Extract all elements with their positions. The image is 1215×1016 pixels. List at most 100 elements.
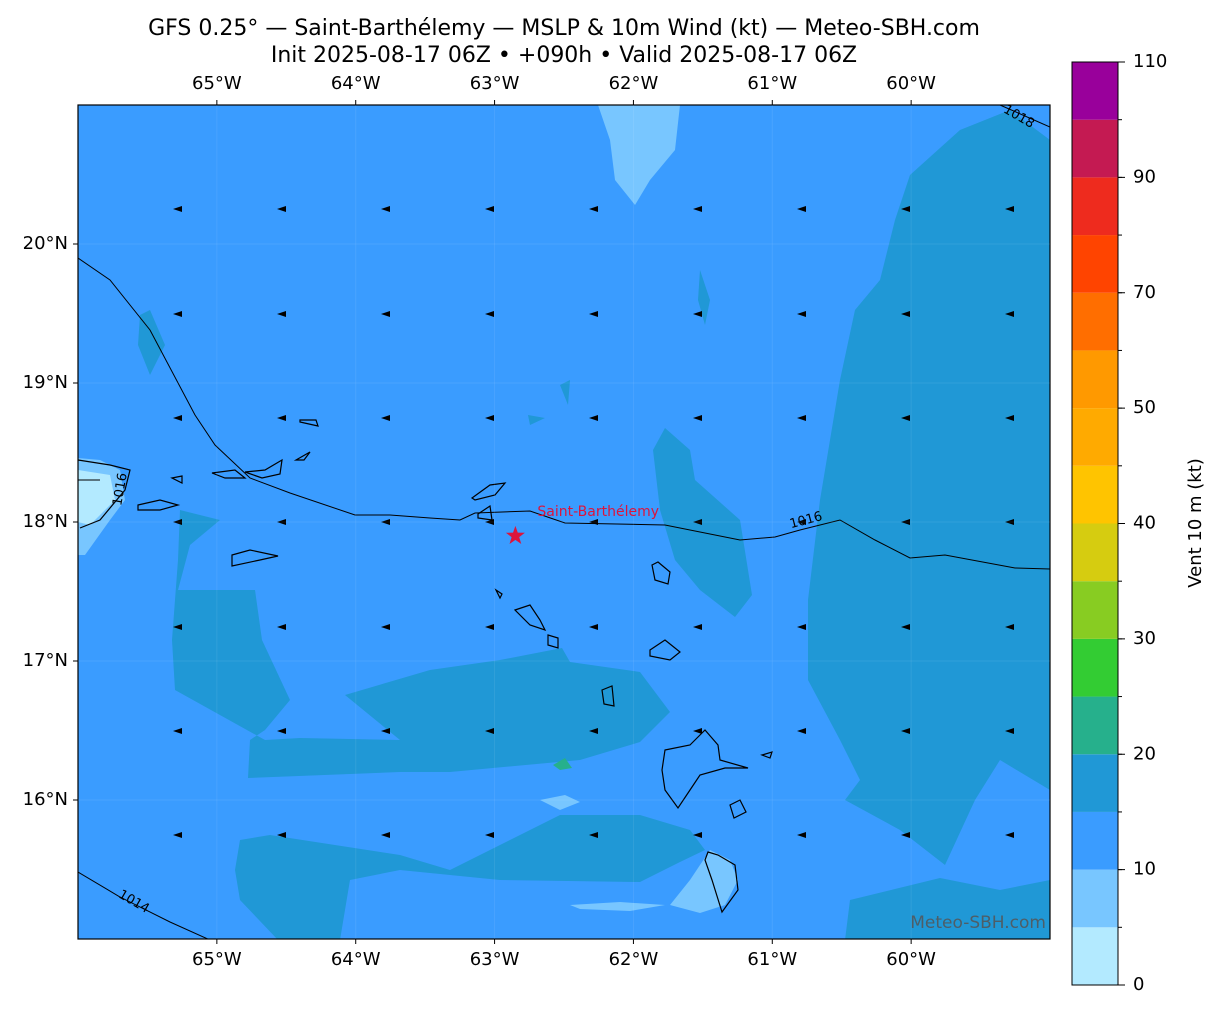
map-area [78,105,1050,939]
wind-arrow [693,206,702,212]
wind-arrow [173,206,182,212]
subtitle: Init 2025-08-17 06Z • +090h • Valid 2025… [271,43,857,68]
wind-arrow [589,624,598,630]
wind-arrow [485,624,494,630]
wind-arrow [1005,311,1014,317]
wind-arrow [589,311,598,317]
wind-vectors [173,206,1014,838]
colorbar-tick-label: 20 [1133,743,1156,764]
colorbar-tick-label: 0 [1133,974,1144,995]
colorbar-swatch [1072,235,1118,293]
wind-arrow [173,311,182,317]
colorbar-swatch [1072,754,1118,812]
wind-arrow [381,206,390,212]
location-marker [505,525,525,544]
wind-arrow [277,519,286,525]
wind-arrow [173,832,182,838]
wind-arrow [277,415,286,421]
colorbar-tick-label: 90 [1133,166,1156,187]
wind-arrow [693,728,702,734]
wind-arrow [901,415,910,421]
wind-arrow [693,624,702,630]
colorbar-label: Vent 10 m (kt) [1185,458,1206,588]
isobar-label: 1016 [110,472,131,507]
wind-arrow [901,311,910,317]
wind-arrow [381,728,390,734]
location-label: Saint-Barthélemy [537,504,659,520]
wind-arrow [277,728,286,734]
lon-label: 62°W [609,73,659,94]
wind-arrow [485,832,494,838]
title: GFS 0.25° — Saint-Barthélemy — MSLP & 10… [148,16,980,41]
wind-arrow [485,519,494,525]
lon-label: 64°W [331,949,381,970]
lon-label: 63°W [470,73,520,94]
lon-label: 60°W [886,949,936,970]
lon-label: 62°W [609,949,659,970]
wind-arrow [1005,832,1014,838]
wind-arrow [381,519,390,525]
wind-arrow [901,728,910,734]
wind-arrow [485,206,494,212]
lon-label: 60°W [886,73,936,94]
wind-arrow [901,206,910,212]
colorbar-swatch [1072,292,1118,351]
wind-arrow [1005,624,1014,630]
wind-arrow [797,206,806,212]
wind-arrow [589,415,598,421]
colorbar-swatch [1072,523,1118,582]
lon-label: 65°W [192,73,242,94]
colorbar-swatch [1072,811,1118,870]
colorbar-swatch [1072,119,1118,178]
lon-label: 63°W [470,949,520,970]
wind-arrow [277,832,286,838]
wind-arrow [797,624,806,630]
wind-arrow [589,519,598,525]
colorbar-tick-label: 30 [1133,628,1156,649]
wind-arrow [173,519,182,525]
wind-arrow [1005,206,1014,212]
wind-arrow [589,728,598,734]
lon-label: 61°W [747,949,797,970]
colorbar-swatch [1072,638,1118,697]
isobars [78,105,1050,939]
colorbar-tick-label: 50 [1133,397,1156,418]
colorbar-swatch [1072,177,1118,236]
lat-label: 18°N [23,511,68,532]
lon-label: 65°W [192,949,242,970]
colorbar-swatch [1072,408,1118,466]
wind-arrow [693,415,702,421]
wind-arrow [485,728,494,734]
lon-label: 61°W [747,73,797,94]
coastlines [78,419,773,914]
wind-arrow [485,311,494,317]
colorbar-tick-label: 110 [1133,51,1167,72]
wind-arrow [381,311,390,317]
lat-label: 16°N [23,789,68,810]
colorbar-swatch [1072,696,1118,755]
wind-arrow [693,311,702,317]
colorbar-swatch [1072,62,1118,120]
wind-arrow [797,832,806,838]
colorbar-tick-label: 70 [1133,282,1156,303]
wind-arrow [381,832,390,838]
wind-arrow [693,832,702,838]
wind-arrow [381,415,390,421]
wind-arrow [1005,728,1014,734]
wind-arrow [797,311,806,317]
lat-label: 20°N [23,233,68,254]
wind-arrow [797,519,806,525]
wind-arrow [901,624,910,630]
wind-band-15-20 [138,110,1050,939]
lon-label: 64°W [331,73,381,94]
wind-arrow [173,728,182,734]
wind-arrow [277,206,286,212]
wind-arrow [277,624,286,630]
wind-arrow [485,415,494,421]
colorbar-frame [1071,61,1119,986]
wind-arrow [589,206,598,212]
wind-arrow [173,624,182,630]
wind-arrow [1005,415,1014,421]
wind-arrow [693,519,702,525]
colorbar-swatch [1072,581,1118,639]
